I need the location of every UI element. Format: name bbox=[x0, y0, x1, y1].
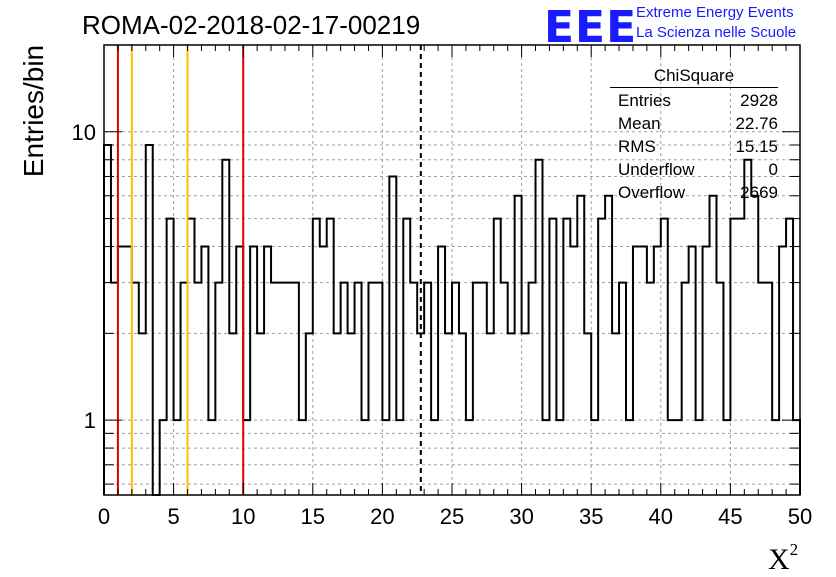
logo-tagline-2: La Scienza nelle Scuole bbox=[636, 24, 797, 41]
stats-title: ChiSquare bbox=[610, 66, 778, 88]
y-tick-label: 10 bbox=[72, 120, 96, 145]
x-tick-label: 50 bbox=[788, 504, 812, 529]
x-tick-label: 15 bbox=[301, 504, 325, 529]
histogram-series bbox=[103, 143, 801, 496]
chart-title: ROMA-02-2018-02-17-00219 bbox=[82, 10, 421, 40]
stats-row-entries: Entries 2928 bbox=[618, 91, 778, 110]
x-axis-label: X2 bbox=[768, 540, 799, 576]
x-tick-label: 20 bbox=[370, 504, 394, 529]
x-tick-label: 25 bbox=[440, 504, 464, 529]
stats-row-overflow: Overflow 2669 bbox=[618, 183, 778, 202]
x-tick-label: 40 bbox=[649, 504, 673, 529]
x-tick-label: 10 bbox=[231, 504, 255, 529]
stats-row-mean: Mean 22.76 bbox=[618, 114, 778, 133]
stats-row-rms: RMS 15.15 bbox=[618, 137, 778, 156]
logo-tagline-1: Extreme Energy Events bbox=[636, 4, 794, 21]
x-tick-label: 5 bbox=[167, 504, 179, 529]
y-tick-label: 1 bbox=[84, 408, 96, 433]
x-tick-label: 45 bbox=[718, 504, 742, 529]
y-axis-label: Entries/bin bbox=[18, 44, 49, 178]
x-tick-label: 30 bbox=[509, 504, 533, 529]
x-tick-label: 35 bbox=[579, 504, 603, 529]
x-tick-label: 0 bbox=[98, 504, 110, 529]
eee-logo: EEE bbox=[544, 2, 638, 53]
stats-box: ChiSquare Entries 2928 Mean 22.76 RMS 15.15… bbox=[610, 66, 778, 204]
stats-row-underflow: Underflow 0 bbox=[618, 160, 778, 179]
